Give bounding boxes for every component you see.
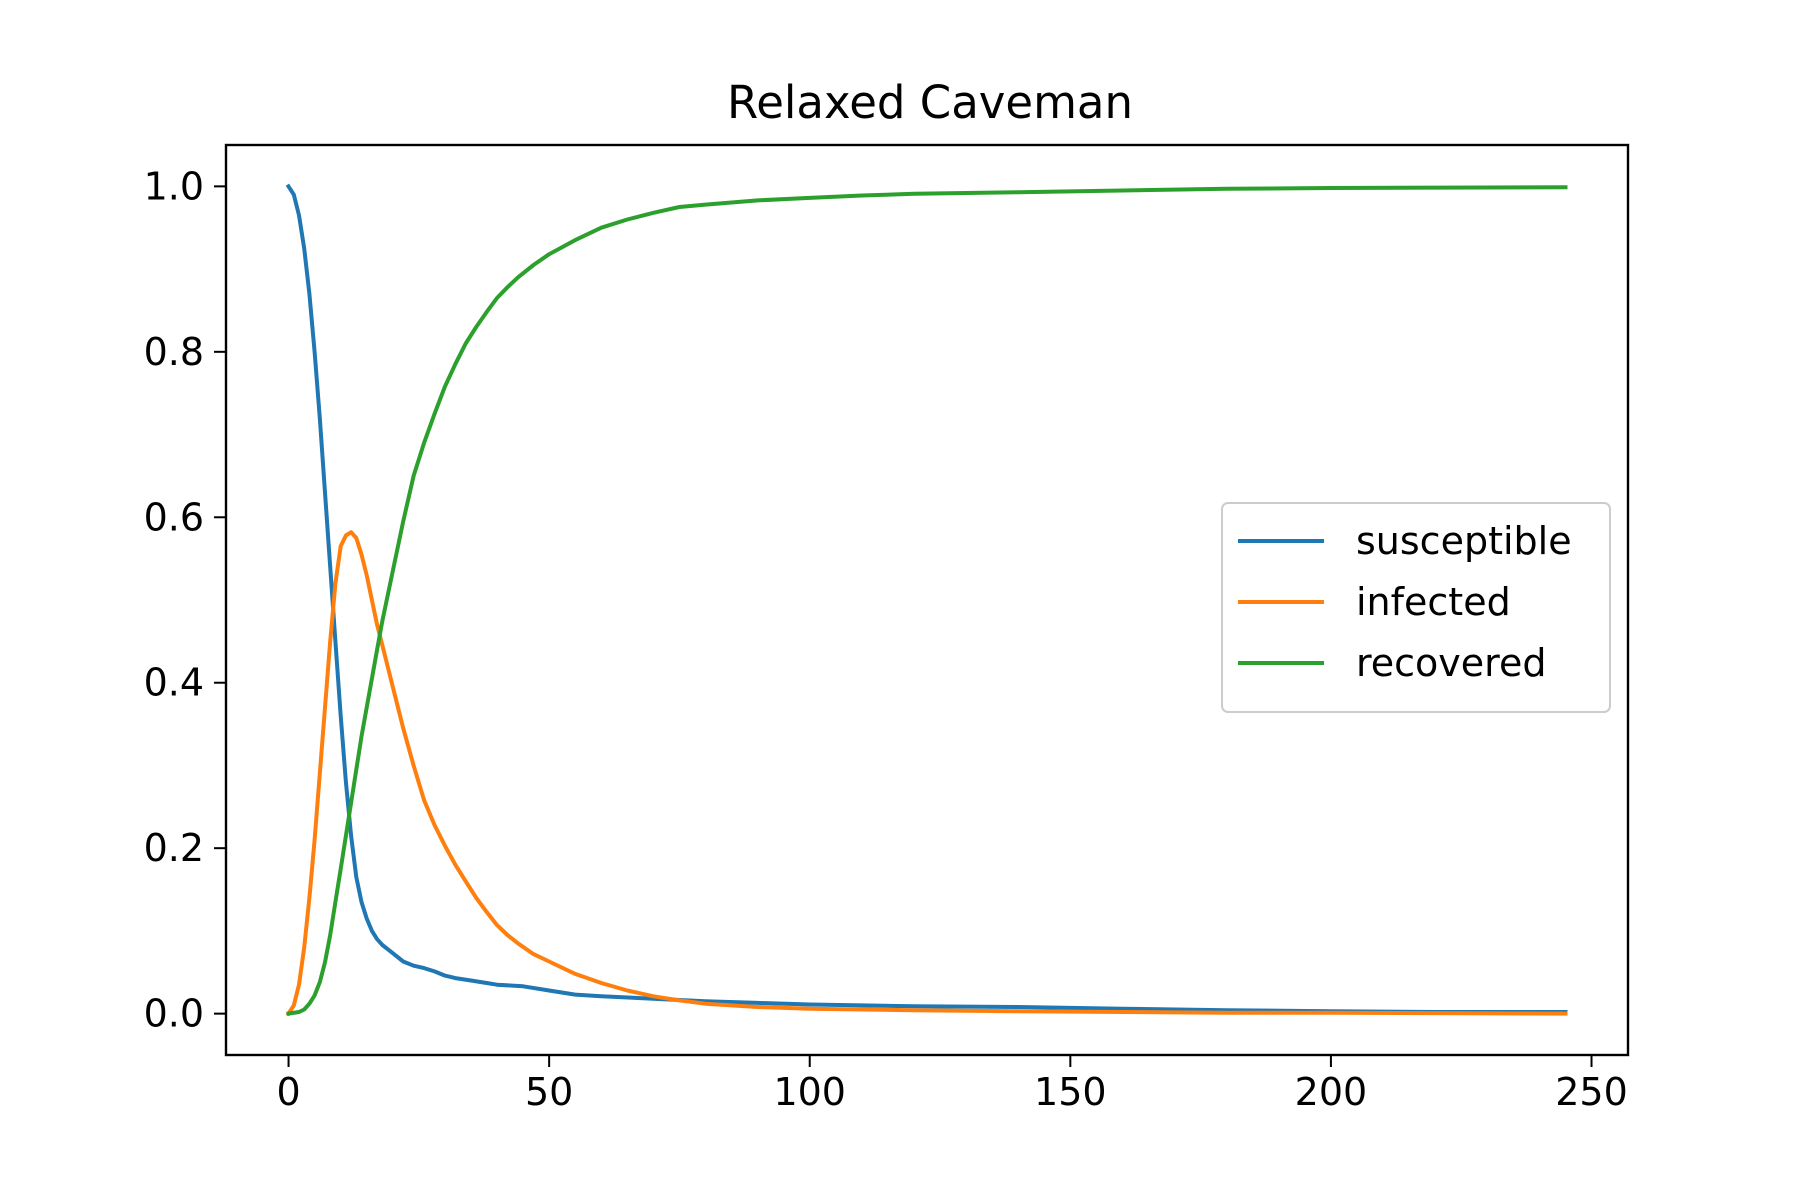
x-tick-label: 0 [276, 1070, 300, 1114]
y-tick-label: 0.2 [144, 826, 204, 870]
x-tick-label: 100 [773, 1070, 846, 1114]
legend-label-recovered: recovered [1356, 641, 1546, 685]
legend: susceptible infected recovered [1221, 502, 1611, 713]
y-tick-label: 0.6 [144, 495, 204, 539]
series-line-recovered [286, 185, 1568, 1016]
y-tick-label: 0.0 [144, 992, 204, 1036]
series-layer [285, 183, 1568, 1017]
y-tick-label: 0.4 [144, 661, 204, 705]
x-tick-label: 250 [1555, 1070, 1628, 1114]
legend-box [1221, 502, 1611, 713]
y-tick-label: 0.8 [144, 330, 204, 374]
legend-label-infected: infected [1356, 580, 1511, 624]
series-line-susceptible [285, 183, 1568, 1014]
x-tick-label: 200 [1295, 1070, 1368, 1114]
chart-title: Relaxed Caveman [727, 76, 1133, 129]
x-tick-label: 150 [1034, 1070, 1107, 1114]
legend-label-susceptible: susceptible [1356, 519, 1572, 563]
x-tick-label: 50 [525, 1070, 573, 1114]
series-line-infected [285, 530, 1568, 1017]
axes-frame [224, 143, 1630, 1057]
x-axis: 0 50 100 150 200 250 [276, 1055, 1628, 1114]
y-axis: 0.0 0.2 0.4 0.6 0.8 1.0 [144, 164, 226, 1036]
y-tick-label: 1.0 [144, 164, 204, 208]
